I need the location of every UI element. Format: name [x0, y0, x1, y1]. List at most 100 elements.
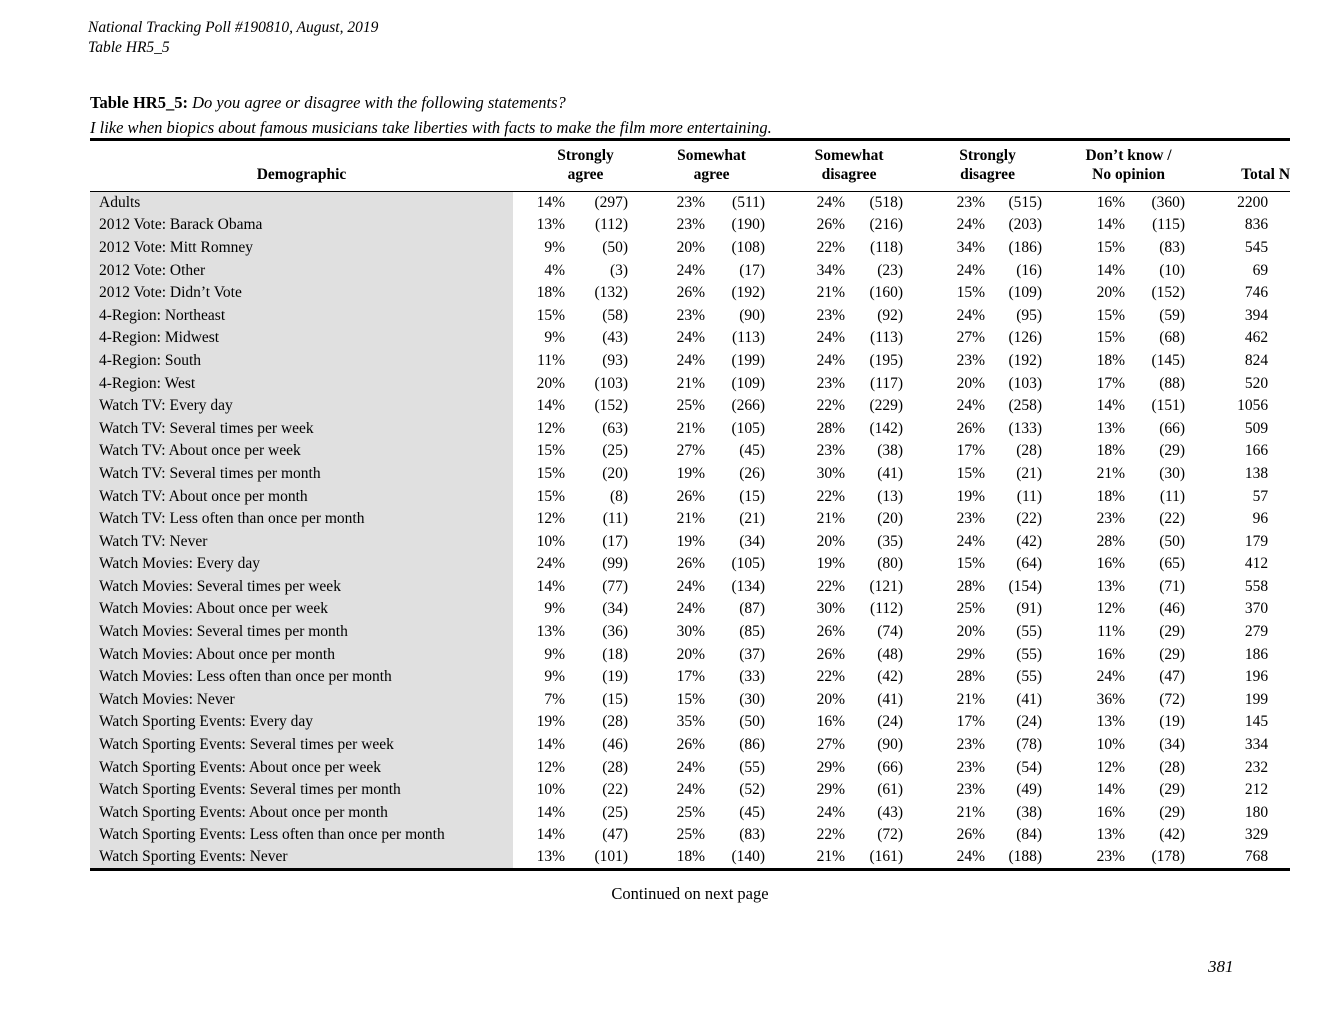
percent-cell: 9%	[544, 668, 565, 686]
total-n-cell: 212	[1244, 781, 1269, 799]
count-cell: (80)	[877, 555, 904, 573]
column-header-dont-know: Don’t know / No opinion	[1042, 139, 1186, 192]
count-cell: (103)	[1008, 374, 1043, 392]
total-n-cell: 138	[1244, 464, 1269, 482]
count-cell: (178)	[1151, 848, 1186, 866]
percent-cell: 28%	[1096, 532, 1126, 550]
percent-cell: 23%	[1096, 510, 1126, 528]
percent-cell: 24%	[816, 803, 846, 821]
count-cell: (132)	[594, 284, 629, 302]
percent-cell: 27%	[676, 442, 706, 460]
total-n-cell: 558	[1244, 577, 1269, 595]
percent-cell: 26%	[816, 645, 846, 663]
percent-cell: 14%	[1096, 261, 1126, 279]
percent-cell: 17%	[956, 442, 986, 460]
count-cell: (190)	[731, 216, 766, 234]
count-cell: (20)	[602, 464, 629, 482]
table-row: Watch Movies: Every day 24% (99) 26% (105) 19…	[90, 553, 1290, 576]
count-cell: (28)	[1159, 758, 1186, 776]
table-title-statement: I like when biopics about famous musicia…	[90, 118, 772, 137]
table-row: Watch TV: Several times per month 15% (20)…	[90, 462, 1290, 486]
count-cell: (24)	[877, 713, 904, 731]
count-cell: (133)	[1008, 419, 1043, 437]
count-cell: (22)	[1016, 510, 1043, 528]
table-row: 2012 Vote: Barack Obama 13% (112) 23% (190) 2…	[90, 214, 1290, 237]
percent-cell: 27%	[816, 736, 846, 754]
percent-cell: 14%	[536, 194, 565, 212]
table-header: Demographic Strongly agree Somewhat agree…	[90, 139, 1291, 192]
percent-cell: 20%	[676, 645, 706, 663]
demographic-cell: Watch TV: Several times per week	[90, 417, 513, 441]
count-cell: (11)	[1159, 487, 1186, 505]
count-cell: (121)	[869, 577, 904, 595]
count-cell: (117)	[870, 374, 904, 392]
continued-note: Continued on next page	[611, 884, 769, 903]
count-cell: (68)	[1159, 329, 1186, 347]
demographic-cell: Watch Movies: Less often than once per m…	[90, 665, 513, 689]
percent-cell: 34%	[956, 238, 986, 256]
percent-cell: 11%	[1097, 623, 1126, 641]
count-cell: (29)	[1159, 781, 1186, 799]
total-n-cell: 69	[1252, 261, 1269, 279]
total-n-cell: 179	[1244, 532, 1269, 550]
percent-cell: 17%	[676, 668, 706, 686]
percent-cell: 22%	[816, 668, 846, 686]
demographic-cell: Watch Sporting Events: About once per mo…	[90, 801, 513, 825]
percent-cell: 19%	[676, 532, 706, 550]
document-header: National Tracking Poll #190810, August, …	[88, 18, 378, 58]
count-cell: (18)	[602, 645, 629, 663]
percent-cell: 13%	[1096, 713, 1126, 731]
percent-cell: 15%	[956, 284, 986, 302]
count-cell: (152)	[594, 397, 629, 415]
count-cell: (43)	[877, 803, 904, 821]
count-cell: (101)	[594, 848, 629, 866]
total-n-cell: 509	[1244, 419, 1269, 437]
percent-cell: 13%	[1096, 826, 1126, 844]
percent-cell: 24%	[956, 532, 986, 550]
percent-cell: 23%	[816, 442, 846, 460]
percent-cell: 22%	[816, 397, 846, 415]
percent-cell: 25%	[676, 803, 706, 821]
percent-cell: 24%	[956, 397, 986, 415]
count-cell: (134)	[731, 577, 766, 595]
percent-cell: 16%	[1096, 645, 1126, 663]
percent-cell: 24%	[676, 781, 706, 799]
demographic-cell: Watch Sporting Events: Several times per…	[90, 733, 513, 757]
percent-cell: 18%	[1096, 487, 1126, 505]
column-header-total-n: Total N	[1185, 139, 1291, 192]
table-title-question: Do you agree or disagree with the follow…	[192, 93, 566, 112]
count-cell: (48)	[877, 645, 904, 663]
percent-cell: 30%	[816, 464, 846, 482]
count-cell: (24)	[1016, 713, 1043, 731]
percent-cell: 30%	[816, 600, 846, 618]
table-row: Watch Movies: About once per month 9% (18)…	[90, 643, 1290, 666]
demographic-cell: 2012 Vote: Mitt Romney	[90, 236, 513, 260]
percent-cell: 24%	[676, 758, 706, 776]
percent-cell: 20%	[676, 238, 706, 256]
total-n-cell: 394	[1244, 306, 1269, 324]
percent-cell: 12%	[536, 419, 565, 437]
count-cell: (41)	[877, 690, 904, 708]
count-cell: (86)	[739, 736, 766, 754]
demographic-cell: Watch Sporting Events: Less often than o…	[90, 824, 513, 847]
count-cell: (360)	[1151, 194, 1186, 212]
percent-cell: 20%	[536, 374, 565, 392]
count-cell: (85)	[739, 623, 766, 641]
table-row: Adults 14% (297) 23% (511) 24% (518) 23% (515) 16…	[90, 191, 1290, 215]
percent-cell: 14%	[1096, 397, 1126, 415]
total-n-cell: 180	[1244, 803, 1269, 821]
count-cell: (83)	[1159, 238, 1186, 256]
percent-cell: 14%	[1096, 781, 1126, 799]
table-title-line: Table HR5_5: Do you agree or disagree wi…	[90, 90, 772, 115]
percent-cell: 24%	[536, 555, 565, 573]
total-n-cell: 824	[1244, 351, 1269, 369]
count-cell: (66)	[1159, 419, 1186, 437]
count-cell: (34)	[739, 532, 766, 550]
demographic-cell: Watch Sporting Events: Every day	[90, 711, 513, 734]
total-n-cell: 96	[1252, 510, 1269, 528]
count-cell: (17)	[739, 261, 766, 279]
count-cell: (105)	[731, 419, 766, 437]
count-cell: (258)	[1008, 397, 1043, 415]
table-row: Watch Sporting Events: Several times per…	[90, 733, 1290, 757]
total-n-cell: 412	[1244, 555, 1269, 573]
